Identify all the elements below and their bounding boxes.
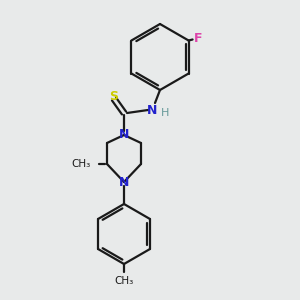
Text: N: N <box>119 176 129 188</box>
Text: CH₃: CH₃ <box>72 159 91 169</box>
Text: N: N <box>147 103 157 116</box>
Text: N: N <box>119 128 129 142</box>
Text: S: S <box>110 91 118 103</box>
Text: F: F <box>194 32 202 45</box>
Text: H: H <box>161 108 170 118</box>
Text: CH₃: CH₃ <box>114 276 134 286</box>
